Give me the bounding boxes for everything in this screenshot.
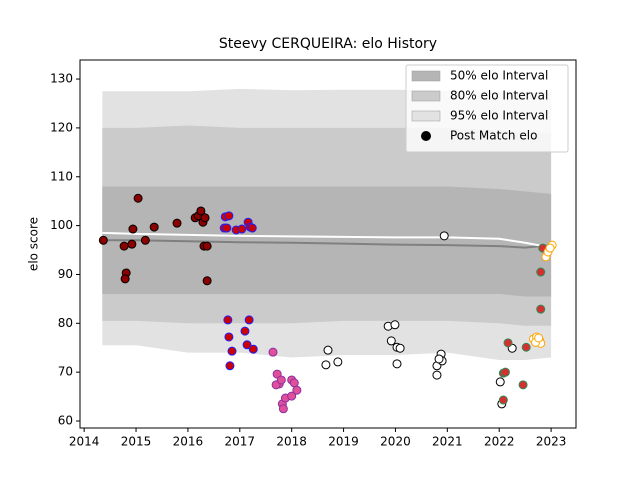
elo-point xyxy=(545,243,555,253)
y-tick-label: 130 xyxy=(50,72,73,86)
elo-point xyxy=(222,223,232,233)
elo-point xyxy=(495,377,505,387)
elo-point xyxy=(127,239,137,249)
elo-point xyxy=(196,206,206,216)
elo-point xyxy=(225,361,235,371)
x-tick-label: 2021 xyxy=(432,435,463,449)
legend-marker xyxy=(421,131,431,141)
x-tick-label: 2016 xyxy=(173,435,204,449)
elo-point xyxy=(227,346,237,356)
legend-swatch xyxy=(411,70,441,82)
x-tick-label: 2022 xyxy=(484,435,515,449)
elo-point xyxy=(248,344,258,354)
x-tick-label: 2020 xyxy=(380,435,411,449)
elo-point xyxy=(128,224,138,234)
elo-point xyxy=(244,315,254,325)
elo-line xyxy=(102,239,552,249)
interval-band xyxy=(102,186,552,297)
elo-point xyxy=(120,274,130,284)
y-tick-label: 110 xyxy=(50,169,73,183)
elo-point xyxy=(292,385,302,395)
elo-point xyxy=(390,320,400,330)
elo-point xyxy=(172,218,182,228)
legend-label: Post Match elo xyxy=(450,129,537,143)
elo-point xyxy=(200,213,210,223)
elo-point xyxy=(278,404,288,414)
elo-point xyxy=(224,332,234,342)
legend-swatch xyxy=(411,110,441,122)
elo-point xyxy=(439,231,449,241)
x-tick-label: 2023 xyxy=(536,435,567,449)
legend-label: 95% elo Interval xyxy=(450,109,548,123)
y-tick-label: 120 xyxy=(50,120,73,134)
legend-label: 80% elo Interval xyxy=(450,89,548,103)
elo-point xyxy=(223,315,233,325)
elo-point xyxy=(98,235,108,245)
elo-point xyxy=(149,222,159,232)
elo-point xyxy=(521,342,531,352)
legend-swatch xyxy=(411,90,441,102)
elo-point xyxy=(536,267,546,277)
elo-point xyxy=(202,276,212,286)
y-tick-label: 70 xyxy=(58,365,73,379)
elo-point xyxy=(333,357,343,367)
elo-line xyxy=(102,231,552,249)
elo-point xyxy=(242,340,252,350)
elo-point xyxy=(237,224,247,234)
x-tick-label: 2019 xyxy=(328,435,359,449)
elo-point xyxy=(498,395,508,405)
elo-point xyxy=(434,354,444,364)
y-tick-label: 80 xyxy=(58,316,73,330)
x-tick-label: 2017 xyxy=(225,435,256,449)
y-tick-label: 60 xyxy=(58,414,73,428)
elo-point xyxy=(202,241,212,251)
elo-point xyxy=(287,391,297,401)
x-tick-label: 2018 xyxy=(276,435,307,449)
elo-point xyxy=(386,336,396,346)
elo-point xyxy=(534,333,544,343)
elo-point xyxy=(392,359,402,369)
x-tick-label: 2015 xyxy=(121,435,152,449)
plot-frame xyxy=(79,59,577,429)
elo-point xyxy=(133,193,143,203)
legend-box xyxy=(405,64,569,153)
elo-point xyxy=(432,370,442,380)
legend-label: 50% elo Interval xyxy=(450,69,548,83)
elo-point xyxy=(276,375,286,385)
elo-point xyxy=(289,378,299,388)
elo-point xyxy=(323,345,333,355)
y-tick-label: 100 xyxy=(50,218,73,232)
elo-point xyxy=(119,241,129,251)
elo-point xyxy=(224,211,234,221)
elo-point xyxy=(268,347,278,357)
elo-point xyxy=(395,343,405,353)
y-tick-label: 90 xyxy=(58,267,73,281)
x-tick-label: 2014 xyxy=(69,435,100,449)
elo-point xyxy=(240,326,250,336)
y-axis-label: elo score xyxy=(27,217,41,271)
elo-point xyxy=(536,304,546,314)
elo-point xyxy=(247,223,257,233)
elo-point xyxy=(500,367,510,377)
elo-point xyxy=(518,380,528,390)
elo-point xyxy=(321,360,331,370)
elo-point xyxy=(503,338,513,348)
chart-title: Steevy CERQUEIRA: elo History xyxy=(219,36,437,52)
elo-point xyxy=(140,235,150,245)
